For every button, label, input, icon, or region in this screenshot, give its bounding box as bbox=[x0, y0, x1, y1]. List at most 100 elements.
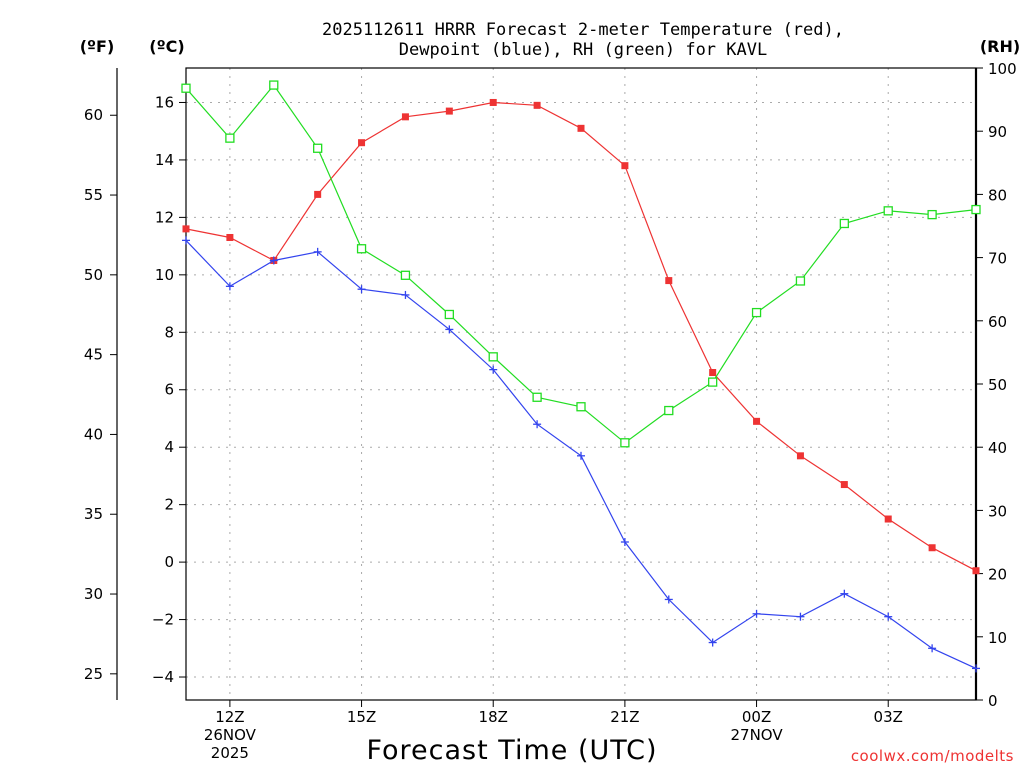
data-point bbox=[445, 325, 454, 334]
rh-tick-label: 50 bbox=[988, 376, 1007, 394]
data-point bbox=[972, 664, 980, 673]
celsius-tick-label: 2 bbox=[164, 496, 174, 514]
rh-unit-label: (RH) bbox=[980, 37, 1020, 56]
data-point bbox=[225, 282, 234, 291]
data-point bbox=[620, 438, 630, 448]
data-point bbox=[400, 270, 411, 280]
data-point bbox=[752, 609, 761, 618]
celsius-tick-label: −2 bbox=[152, 611, 174, 629]
data-point bbox=[796, 612, 805, 621]
data-point bbox=[708, 638, 717, 647]
x-tick-label: 27NOV bbox=[730, 726, 783, 744]
data-point bbox=[182, 236, 190, 245]
data-point bbox=[313, 143, 323, 153]
data-point bbox=[532, 392, 542, 402]
data-point bbox=[971, 204, 981, 215]
data-point bbox=[751, 307, 762, 318]
x-tick-label: 12Z bbox=[215, 708, 244, 726]
chart-title-line-1: 2025112611 HRRR Forecast 2-meter Tempera… bbox=[322, 20, 844, 40]
data-point bbox=[708, 377, 718, 387]
celsius-unit-label: (ºC) bbox=[149, 37, 184, 56]
axes: −4 −2 0 2 4 6 8 10 12 14 16 25 30 35 40 45 50 55 60 0 10 20 30… bbox=[84, 60, 1017, 762]
fahrenheit-tick-label: 35 bbox=[84, 505, 103, 523]
x-tick-label: 2025 bbox=[211, 744, 249, 762]
fahrenheit-tick-label: 45 bbox=[84, 346, 103, 364]
data-point bbox=[181, 83, 191, 93]
rh-tick-label: 20 bbox=[988, 566, 1007, 584]
data-point bbox=[576, 402, 586, 412]
data-point bbox=[488, 352, 498, 362]
data-point bbox=[489, 98, 497, 106]
data-point bbox=[795, 276, 806, 286]
series-dewpoint bbox=[182, 236, 980, 673]
celsius-tick-label: 4 bbox=[164, 438, 174, 456]
data-point bbox=[314, 190, 322, 198]
rh-tick-label: 80 bbox=[988, 186, 1007, 204]
data-point bbox=[664, 405, 674, 416]
celsius-tick-label: 16 bbox=[155, 93, 174, 111]
rh-tick-label: 90 bbox=[988, 123, 1007, 141]
x-tick-label: 21Z bbox=[610, 708, 639, 726]
data-point bbox=[796, 452, 804, 460]
data-point bbox=[533, 101, 541, 109]
data-point bbox=[621, 162, 629, 170]
data-point bbox=[709, 369, 717, 377]
data-point bbox=[884, 612, 893, 621]
data-point bbox=[928, 544, 936, 552]
data-point bbox=[840, 589, 849, 598]
celsius-tick-label: 14 bbox=[155, 151, 174, 169]
chart-title-line-2: Dewpoint (blue), RH (green) for KAVL bbox=[399, 40, 767, 60]
data-point bbox=[357, 285, 366, 294]
fahrenheit-tick-label: 30 bbox=[84, 585, 103, 603]
rh-tick-label: 10 bbox=[988, 629, 1007, 647]
rh-tick-label: 40 bbox=[988, 439, 1007, 457]
data-point bbox=[927, 209, 937, 220]
rh-tick-label: 100 bbox=[988, 60, 1017, 78]
data-point bbox=[445, 107, 453, 115]
rh-tick-label: 30 bbox=[988, 502, 1007, 520]
data-point bbox=[577, 124, 585, 132]
celsius-tick-label: 8 bbox=[164, 323, 174, 341]
x-tick-label: 03Z bbox=[874, 708, 903, 726]
rh-tick-label: 60 bbox=[988, 313, 1007, 331]
x-tick-label: 26NOV bbox=[204, 726, 257, 744]
celsius-tick-label: 6 bbox=[164, 381, 174, 399]
fahrenheit-tick-label: 50 bbox=[84, 266, 103, 284]
data-point bbox=[839, 218, 849, 229]
data-point bbox=[533, 420, 542, 429]
data-point bbox=[225, 133, 235, 143]
data-point bbox=[884, 515, 892, 523]
data-point bbox=[269, 256, 278, 265]
credit-text: coolwx.com/modelts bbox=[851, 747, 1014, 765]
celsius-tick-label: 10 bbox=[155, 266, 174, 284]
celsius-tick-label: 12 bbox=[155, 208, 174, 226]
data-point bbox=[840, 481, 848, 489]
x-tick-label: 00Z bbox=[742, 708, 771, 726]
data-point bbox=[753, 417, 761, 425]
data-point bbox=[358, 139, 366, 147]
data-point bbox=[972, 567, 980, 575]
data-point bbox=[577, 451, 585, 460]
rh-tick-label: 70 bbox=[988, 250, 1007, 268]
x-tick-label: 18Z bbox=[479, 708, 508, 726]
fahrenheit-tick-label: 55 bbox=[84, 186, 103, 204]
series-rh bbox=[181, 80, 981, 448]
data-point bbox=[883, 206, 893, 216]
data-point bbox=[401, 113, 409, 121]
fahrenheit-tick-label: 25 bbox=[84, 665, 103, 683]
data-point bbox=[313, 247, 322, 256]
fahrenheit-unit-label: (ºF) bbox=[80, 37, 115, 56]
x-tick-label: 15Z bbox=[347, 708, 376, 726]
data-point bbox=[226, 233, 234, 241]
data-point bbox=[401, 290, 410, 299]
data-point bbox=[269, 80, 279, 90]
series-layer bbox=[181, 80, 981, 673]
fahrenheit-tick-label: 40 bbox=[84, 425, 103, 443]
data-point bbox=[664, 595, 673, 604]
data-point bbox=[928, 644, 937, 653]
data-point bbox=[182, 225, 190, 233]
data-point bbox=[356, 244, 367, 254]
x-axis-label: Forecast Time (UTC) bbox=[366, 735, 657, 766]
data-point bbox=[665, 277, 673, 285]
